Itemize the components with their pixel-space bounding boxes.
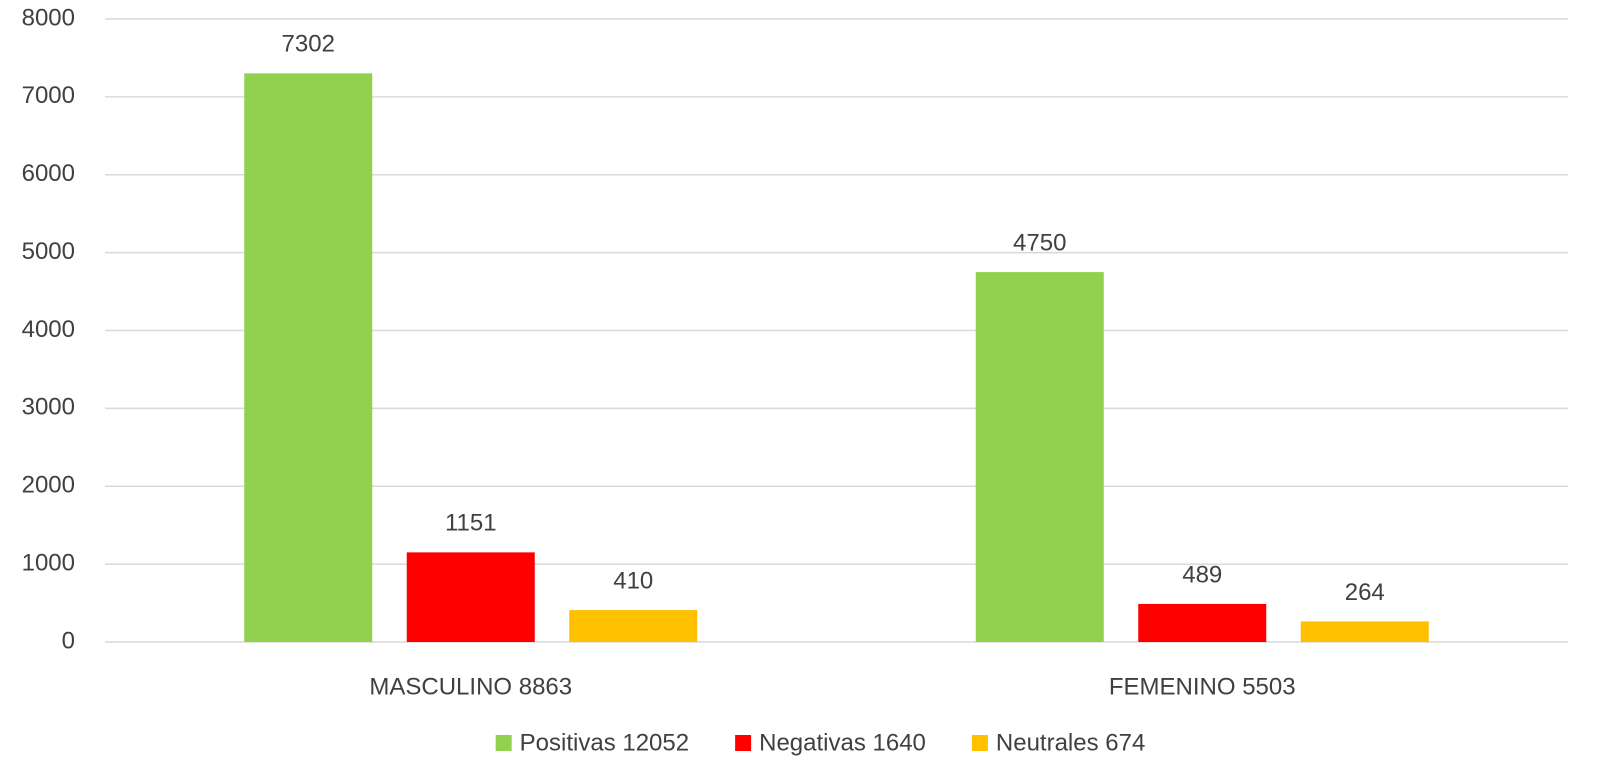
data-label: 1151 bbox=[445, 510, 497, 537]
legend-swatch bbox=[735, 735, 752, 751]
y-tick-label: 3000 bbox=[22, 394, 75, 421]
bar bbox=[975, 272, 1104, 642]
x-tick-label: MASCULINO 8863 bbox=[369, 673, 572, 700]
data-label: 7302 bbox=[282, 31, 335, 58]
legend-label: Neutrales 674 bbox=[996, 729, 1145, 756]
y-tick-label: 2000 bbox=[22, 472, 75, 499]
data-label: 410 bbox=[613, 567, 653, 594]
data-label: 4750 bbox=[1013, 229, 1066, 256]
y-tick-label: 5000 bbox=[22, 238, 75, 265]
bar bbox=[244, 73, 373, 642]
legend-label: Positivas 12052 bbox=[520, 729, 689, 756]
y-tick-label: 8000 bbox=[22, 4, 75, 31]
legend-swatch bbox=[971, 735, 988, 751]
y-tick-label: 0 bbox=[62, 627, 75, 654]
legend-swatch bbox=[495, 735, 512, 751]
y-tick-label: 4000 bbox=[22, 316, 75, 343]
legend-label: Negativas 1640 bbox=[759, 729, 926, 756]
bar bbox=[569, 610, 698, 642]
bar bbox=[1300, 621, 1429, 642]
y-tick-label: 1000 bbox=[22, 549, 75, 576]
y-tick-label: 7000 bbox=[22, 82, 75, 109]
y-tick-label: 6000 bbox=[22, 160, 75, 187]
bar bbox=[1138, 603, 1267, 642]
bar bbox=[406, 552, 535, 642]
data-label: 264 bbox=[1345, 579, 1385, 606]
x-tick-label: FEMENINO 5503 bbox=[1109, 673, 1296, 700]
data-label: 489 bbox=[1182, 561, 1222, 588]
